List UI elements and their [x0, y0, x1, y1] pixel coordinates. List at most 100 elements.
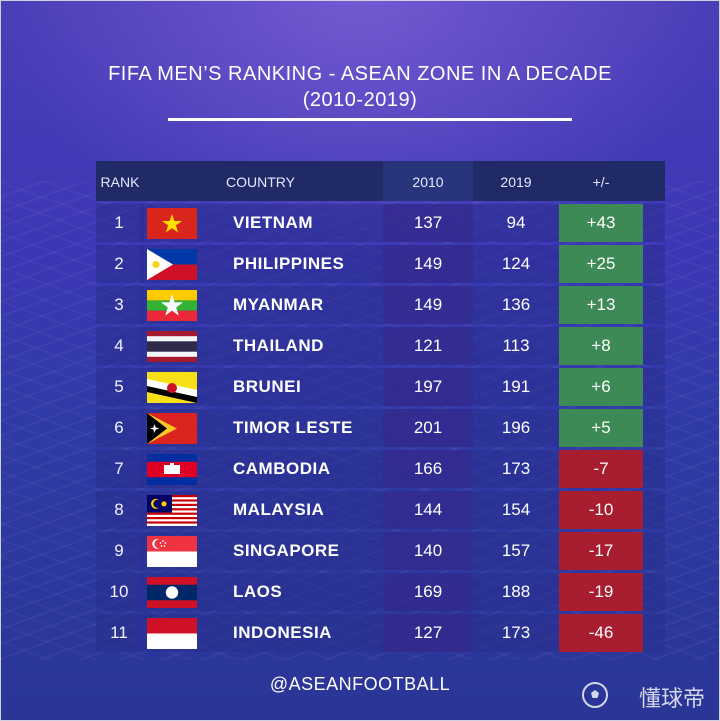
rank-2019-cell: 173 [501, 459, 531, 478]
rank-2010-cell: 121 [383, 327, 473, 365]
rank-2019-cell: 94 [506, 213, 526, 232]
rank-2010-cell: 149 [383, 286, 473, 324]
title-line-1: FIFA MEN’S RANKING - ASEAN ZONE IN A DEC… [108, 63, 612, 85]
table-row: 3 MYANMAR 149 136 +13 [96, 286, 665, 324]
football-watermark-icon [582, 682, 608, 708]
country-cell: TIMOR LESTE [233, 418, 353, 437]
myanmar-flag [147, 290, 197, 321]
rank-2010-cell: 166 [383, 450, 473, 488]
table-body: 1 VIETNAM 137 94 +43 2 PHILIPPINES 149 124 +25 3 MY… [96, 204, 665, 652]
title-underline [168, 118, 572, 121]
rank-2019-cell: 136 [501, 295, 531, 314]
philippines-flag [147, 249, 197, 280]
rank-cell: 8 [114, 500, 124, 519]
table-row: 8 MALAYSIA 144 154 -10 [96, 491, 665, 529]
rank-2010-cell: 149 [383, 245, 473, 283]
header-country: COUNTRY [226, 174, 295, 190]
rank-2019-cell: 191 [501, 377, 531, 396]
rank-cell: 6 [114, 418, 124, 437]
page-title: FIFA MEN’S RANKING - ASEAN ZONE IN A DEC… [1, 61, 719, 113]
rank-2019-cell: 157 [501, 541, 531, 560]
rank-2010-cell: 140 [383, 532, 473, 570]
thailand-flag [147, 331, 197, 362]
malaysia-flag [147, 495, 197, 526]
country-cell: MALAYSIA [233, 500, 325, 519]
change-cell: -17 [559, 532, 643, 570]
rank-2019-cell: 196 [501, 418, 531, 437]
change-cell: +6 [559, 368, 643, 406]
vietnam-flag [147, 208, 197, 239]
change-cell: +8 [559, 327, 643, 365]
rank-2019-cell: 154 [501, 500, 531, 519]
rank-cell: 4 [114, 336, 124, 355]
watermark-text: 懂球帝 [638, 686, 705, 711]
rank-2010-cell: 169 [383, 573, 473, 611]
rank-divider [140, 450, 144, 488]
rank-divider [140, 368, 144, 406]
table-row: 10 LAOS 169 188 -19 [96, 573, 665, 611]
rank-2019-cell: 188 [501, 582, 531, 601]
table-row: 9 SINGAPORE 140 157 -17 [96, 532, 665, 570]
rank-2010-cell: 197 [383, 368, 473, 406]
rank-divider [140, 614, 144, 652]
country-cell: SINGAPORE [233, 541, 340, 560]
country-cell: BRUNEI [233, 377, 302, 396]
rank-divider [140, 327, 144, 365]
rank-divider [140, 245, 144, 283]
change-cell: +5 [559, 409, 643, 447]
rank-cell: 2 [114, 254, 124, 273]
table-row: 5 BRUNEI 197 191 +6 [96, 368, 665, 406]
rank-2019-cell: 124 [501, 254, 531, 273]
header-rank: RANK [100, 174, 140, 190]
title-line-2: (2010-2019) [302, 89, 418, 111]
brunei-flag [147, 372, 197, 403]
change-cell: +25 [559, 245, 643, 283]
singapore-flag [147, 536, 197, 567]
rank-cell: 1 [114, 213, 124, 232]
rank-cell: 10 [109, 582, 129, 601]
table-row: 7 CAMBODIA 166 173 -7 [96, 450, 665, 488]
timor-leste-flag [147, 413, 197, 444]
laos-flag [147, 577, 197, 608]
rank-2010-cell: 127 [383, 614, 473, 652]
footer-handle: @ASEANFOOTBALL [269, 674, 451, 694]
country-cell: INDONESIA [233, 623, 332, 642]
rank-cell: 9 [114, 541, 124, 560]
rank-divider [140, 204, 144, 242]
rank-2010-cell: 137 [383, 204, 473, 242]
change-cell: +43 [559, 204, 643, 242]
table-row: 1 VIETNAM 137 94 +43 [96, 204, 665, 242]
indonesia-flag [147, 618, 197, 649]
rank-divider [140, 491, 144, 529]
change-cell: -7 [559, 450, 643, 488]
table-row: 2 PHILIPPINES 149 124 +25 [96, 245, 665, 283]
ranking-table: RANK COUNTRY 2010 2019 +/- 1 VIETNAM 137 94… [96, 161, 665, 652]
rank-divider [140, 573, 144, 611]
rank-2010-cell: 201 [383, 409, 473, 447]
change-cell: -19 [559, 573, 643, 611]
header-diff: +/- [592, 174, 610, 190]
country-cell: THAILAND [233, 336, 324, 355]
change-cell: -10 [559, 491, 643, 529]
rank-2010-cell: 144 [383, 491, 473, 529]
rank-divider [140, 532, 144, 570]
rank-cell: 11 [110, 623, 128, 642]
table-header: RANK COUNTRY 2010 2019 +/- [96, 161, 665, 201]
country-cell: VIETNAM [233, 213, 313, 232]
country-cell: CAMBODIA [233, 459, 331, 478]
table-row: 11 INDONESIA 127 173 -46 [96, 614, 665, 652]
cambodia-flag [147, 454, 197, 485]
header-2010: 2010 [383, 161, 473, 201]
change-cell: -46 [559, 614, 643, 652]
table-row: 6 TIMOR LESTE 201 196 +5 [96, 409, 665, 447]
rank-cell: 7 [114, 459, 124, 478]
country-cell: MYANMAR [233, 295, 324, 314]
country-cell: LAOS [233, 582, 283, 601]
header-2019: 2019 [500, 174, 532, 190]
rank-cell: 5 [114, 377, 124, 396]
rank-2019-cell: 113 [502, 336, 530, 355]
table-row: 4 THAILAND 121 113 +8 [96, 327, 665, 365]
rank-cell: 3 [114, 295, 124, 314]
rank-2019-cell: 173 [501, 623, 531, 642]
